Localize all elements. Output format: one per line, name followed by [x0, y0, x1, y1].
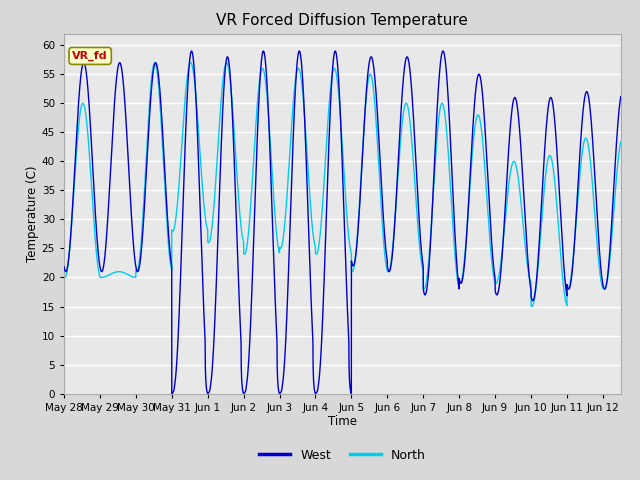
X-axis label: Time: Time: [328, 415, 357, 429]
Title: VR Forced Diffusion Temperature: VR Forced Diffusion Temperature: [216, 13, 468, 28]
Legend: West, North: West, North: [254, 444, 431, 467]
Y-axis label: Temperature (C): Temperature (C): [26, 165, 39, 262]
Text: VR_fd: VR_fd: [72, 51, 108, 61]
